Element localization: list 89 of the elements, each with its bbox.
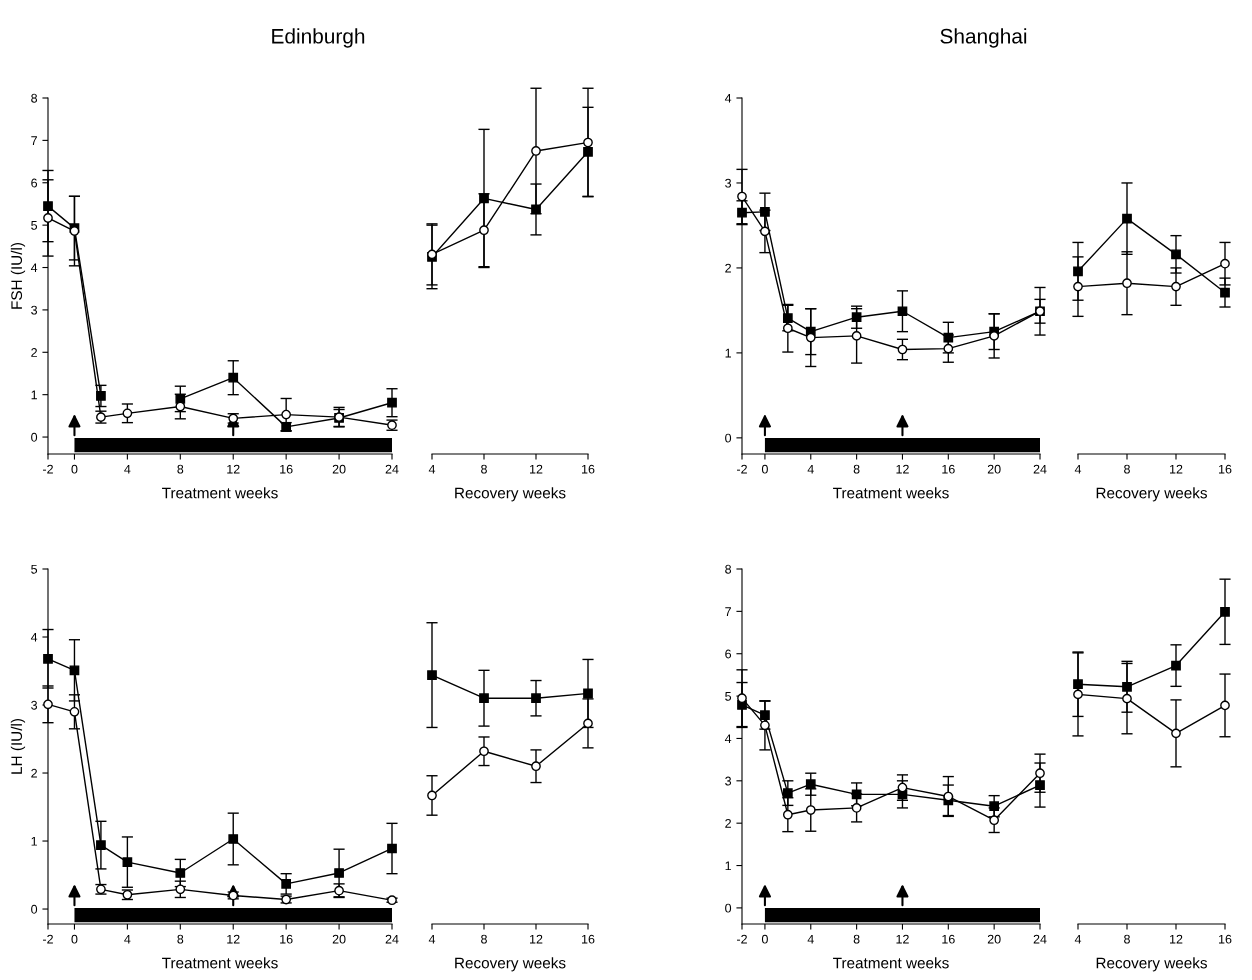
x-tick-label: 16 [1219, 464, 1232, 474]
y-tick-label: 3 [725, 776, 732, 786]
y-tick-label: 5 [725, 692, 732, 701]
x-tick-label: -2 [43, 934, 53, 944]
x-tick-label: -2 [737, 464, 747, 474]
x-tick-label: 8 [481, 464, 487, 474]
y-axis-title: FSH (IU/l) [10, 243, 26, 309]
x-tick-label: 20 [987, 464, 1001, 474]
y-tick-label: 5 [31, 564, 38, 574]
y-tick-label: 1 [31, 836, 37, 846]
y-tick-label: 4 [724, 93, 732, 103]
x-tick-label: 8 [853, 934, 860, 944]
x-tick-label: 12 [896, 464, 909, 474]
y-tick-label: 1 [725, 861, 731, 871]
y-tick-label: 2 [725, 263, 731, 273]
x-tick-label: 4 [1074, 934, 1082, 944]
x-tick-label: 24 [385, 934, 399, 944]
x-tick-label: 24 [1033, 934, 1047, 944]
x-axis-title: Treatment weeks [162, 487, 278, 499]
y-tick-label: 8 [31, 93, 38, 103]
x-axis-title: Treatment weeks [833, 487, 949, 499]
y-tick-label: 6 [31, 178, 38, 188]
x-tick-label: 8 [1124, 464, 1130, 474]
x-tick-label: 4 [807, 464, 814, 474]
x-tick-label: 16 [582, 464, 595, 474]
x-tick-label: 0 [761, 934, 768, 944]
x-tick-label: 4 [124, 934, 131, 944]
y-tick-label: 2 [31, 348, 37, 357]
x-axis-title: Recovery weeks [455, 957, 566, 972]
x-tick-label: 0 [71, 464, 78, 474]
x-tick-label: 0 [71, 934, 78, 944]
y-tick-label: 7 [31, 136, 37, 145]
y-tick-label: 3 [31, 305, 38, 315]
x-tick-label: 12 [896, 934, 909, 944]
y-tick-label: 1 [31, 390, 37, 400]
x-axis-title: Treatment weeks [833, 957, 949, 969]
x-tick-label: 4 [1074, 464, 1082, 474]
y-tick-label: 4 [724, 734, 732, 743]
x-tick-label: 16 [942, 464, 955, 474]
y-tick-label: 6 [725, 649, 732, 659]
x-axis-title: Recovery weeks [1096, 487, 1207, 502]
y-tick-label: 4 [30, 632, 38, 642]
x-tick-label: 16 [280, 464, 293, 474]
x-tick-label: 4 [428, 464, 436, 474]
y-tick-label: 0 [725, 433, 732, 443]
chart-title: Edinburgh [272, 28, 365, 48]
x-tick-label: 12 [1170, 464, 1183, 474]
x-tick-label: 12 [227, 464, 240, 474]
y-tick-label: 3 [31, 700, 38, 710]
x-tick-label: 20 [332, 934, 346, 944]
y-tick-label: 0 [31, 904, 38, 914]
x-tick-label: 16 [582, 934, 595, 944]
x-tick-label: 12 [530, 934, 543, 944]
x-tick-label: 16 [280, 934, 293, 944]
x-tick-label: 4 [428, 934, 436, 944]
x-tick-label: 8 [177, 934, 184, 944]
chart-title: Shanghai [940, 28, 1027, 48]
y-tick-label: 2 [725, 818, 731, 828]
y-tick-label: 7 [725, 607, 731, 616]
y-tick-label: 8 [725, 564, 732, 574]
x-tick-label: 12 [227, 934, 240, 944]
x-tick-label: 4 [124, 464, 131, 474]
y-tick-label: 0 [725, 903, 732, 913]
x-axis-title: Recovery weeks [1096, 957, 1207, 972]
x-tick-label: 8 [177, 464, 184, 474]
x-tick-label: 16 [1219, 934, 1232, 944]
x-axis-title: Treatment weeks [162, 957, 278, 969]
x-tick-label: 20 [987, 934, 1001, 944]
x-tick-label: 12 [530, 464, 543, 474]
x-tick-label: 8 [481, 934, 487, 944]
y-tick-label: 1 [725, 348, 731, 358]
x-tick-label: -2 [43, 464, 53, 474]
x-tick-label: -2 [737, 934, 747, 944]
x-tick-label: 12 [1170, 934, 1183, 944]
y-tick-label: 0 [31, 432, 38, 442]
y-tick-label: 3 [725, 178, 732, 188]
x-tick-label: 8 [1124, 934, 1130, 944]
x-tick-label: 0 [761, 464, 768, 474]
x-tick-label: 24 [1033, 464, 1047, 474]
x-tick-label: 20 [332, 464, 346, 474]
y-tick-label: 2 [31, 768, 37, 778]
y-tick-label: 4 [30, 263, 38, 273]
x-tick-label: 8 [853, 464, 860, 474]
x-tick-label: 4 [807, 934, 814, 944]
x-axis-title: Recovery weeks [455, 487, 566, 502]
y-axis-title: LH (IU/l) [10, 719, 26, 774]
x-tick-label: 24 [385, 464, 399, 474]
y-tick-label: 5 [31, 221, 38, 230]
x-tick-label: 16 [942, 934, 955, 944]
